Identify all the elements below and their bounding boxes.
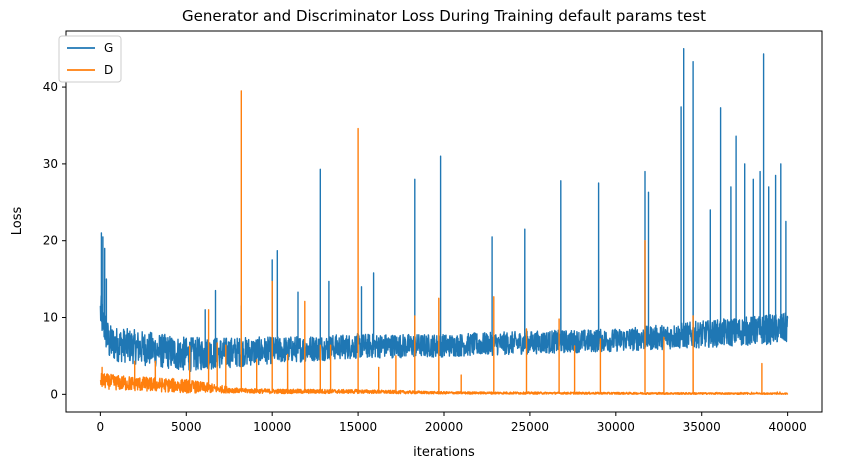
x-tick-label: 0 bbox=[97, 420, 105, 434]
x-tick-label: 20000 bbox=[425, 420, 463, 434]
y-tick-label: 0 bbox=[50, 387, 58, 401]
y-tick-label: 20 bbox=[43, 234, 58, 248]
axes-layer: 0 5000 10000 15000 20000 25000 30000 35000 40000… bbox=[43, 30, 823, 434]
x-tick-label: 25000 bbox=[511, 420, 549, 434]
series-layer bbox=[99, 48, 789, 395]
x-tick-label: 40000 bbox=[769, 420, 807, 434]
legend: GD bbox=[58, 35, 122, 83]
x-tick-label: 30000 bbox=[597, 420, 635, 434]
legend-label-G: G bbox=[104, 41, 113, 55]
x-tick-label: 10000 bbox=[253, 420, 291, 434]
series-line-D bbox=[99, 90, 789, 395]
x-tick-label: 5000 bbox=[171, 420, 202, 434]
y-tick-label: 10 bbox=[43, 311, 58, 325]
chart-title: Generator and Discriminator Loss During … bbox=[182, 7, 706, 25]
series-line-G bbox=[99, 48, 789, 372]
x-axis-label: iterations bbox=[413, 445, 475, 460]
x-tick-label: 35000 bbox=[683, 420, 721, 434]
legend-label-D: D bbox=[104, 63, 113, 77]
y-axis-label: Loss bbox=[10, 207, 25, 236]
y-tick-label: 40 bbox=[43, 80, 58, 94]
y-tick-label: 30 bbox=[43, 157, 58, 171]
x-tick-label: 15000 bbox=[339, 420, 377, 434]
